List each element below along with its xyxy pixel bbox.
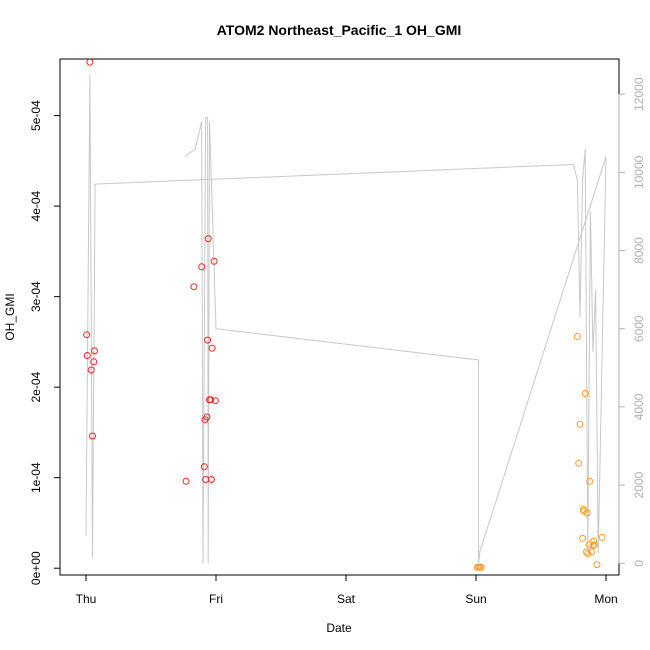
y-tick-label: 3e-04 (29, 281, 43, 312)
y-tick-label: 5e-04 (29, 100, 43, 131)
data-point-s1-16 (588, 548, 596, 556)
plot-frame (59, 58, 620, 576)
data-point-s1-4 (573, 333, 581, 340)
data-point-s0-7 (182, 477, 190, 485)
chart-title: ATOM2 Northeast_Pacific_1 OH_GMI (217, 22, 462, 38)
y-tick-label: 0e+00 (29, 551, 43, 585)
data-point-s0-20 (210, 257, 218, 265)
data-point-s1-12 (583, 509, 591, 517)
y2-tick-label: 0 (632, 560, 646, 567)
y2-tick-label: 10000 (632, 155, 646, 189)
data-point-s1-21 (598, 533, 606, 541)
data-point-s0-21 (211, 397, 219, 405)
data-point-s0-17 (207, 396, 215, 404)
x-axis-label: Date (326, 621, 352, 635)
y-tick-label: 1e-04 (29, 462, 43, 493)
data-point-s0-5 (90, 358, 98, 366)
x-tick-label: Fri (209, 592, 223, 606)
data-point-s0-13 (203, 413, 211, 421)
data-point-s1-6 (576, 420, 584, 428)
right-line-series (85, 74, 607, 564)
y2-tick-label: 8000 (632, 237, 646, 264)
data-point-s1-17 (589, 542, 597, 550)
data-point-s0-14 (204, 336, 212, 344)
data-point-s1-18 (590, 537, 598, 545)
data-point-s0-10 (200, 463, 208, 471)
data-point-s1-15 (586, 477, 594, 485)
data-point-s1-14 (585, 541, 593, 549)
x-tick-label: Mon (594, 592, 617, 606)
x-tick-label: Sun (465, 592, 486, 606)
data-point-s1-10 (581, 390, 589, 397)
y-axis-right: 0 2000 4000 6000 8000 10000 12000 (618, 77, 646, 567)
data-point-s0-15 (204, 235, 212, 243)
data-point-s1-13 (584, 550, 592, 558)
data-point-s1-7 (579, 534, 587, 542)
data-point-s1-20 (593, 561, 601, 569)
data-point-s0-6 (91, 347, 98, 355)
y-tick-label: 2e-04 (29, 371, 43, 402)
data-point-s0-1 (83, 352, 91, 359)
y-axis-label: OH_GMI (3, 293, 17, 340)
y2-tick-label: 12000 (632, 77, 646, 111)
right-series-line (85, 74, 607, 564)
data-point-s0-0 (83, 331, 91, 339)
y2-tick-label: 6000 (632, 315, 646, 342)
data-point-s1-11 (583, 548, 590, 556)
y2-tick-label: 2000 (632, 471, 646, 498)
x-axis: Thu Fri Sat Sun Mon (76, 574, 618, 606)
x-tick-label: Thu (76, 592, 97, 606)
data-point-s1-5 (575, 459, 583, 467)
y-axis-left: 0e+00 1e-04 2e-04 3e-04 4e-04 5e-04 (29, 100, 61, 585)
data-point-s0-4 (89, 432, 96, 440)
y-tick-label: 4e-04 (29, 190, 43, 221)
data-point-s0-9 (198, 263, 206, 271)
scatter-points (83, 58, 606, 571)
data-point-s1-19 (590, 541, 598, 549)
data-point-s0-2 (86, 58, 94, 66)
data-point-s0-8 (190, 283, 198, 291)
data-point-s0-19 (208, 344, 216, 352)
data-point-s0-3 (87, 366, 95, 374)
y2-tick-label: 4000 (632, 393, 646, 420)
data-point-s1-3 (477, 563, 485, 571)
data-point-s0-18 (207, 476, 215, 483)
x-tick-label: Sat (337, 592, 356, 606)
